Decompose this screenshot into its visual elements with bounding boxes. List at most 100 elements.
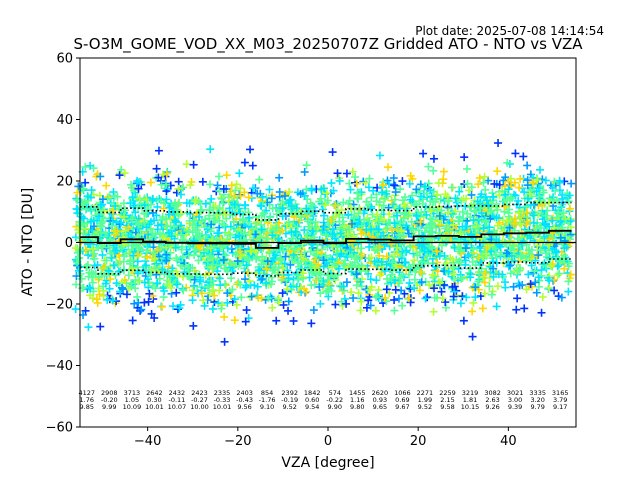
scatter-point bbox=[339, 259, 348, 268]
scatter-point bbox=[293, 275, 302, 284]
scatter-point bbox=[88, 278, 97, 287]
scatter-point bbox=[331, 300, 340, 309]
scatter-point bbox=[210, 291, 219, 300]
scatter-point bbox=[237, 293, 246, 302]
scatter-point bbox=[361, 178, 370, 187]
scatter-point bbox=[74, 182, 83, 191]
scatter-point bbox=[189, 160, 198, 169]
scatter-point bbox=[236, 209, 245, 218]
scatter-point bbox=[177, 221, 186, 230]
scatter-point bbox=[335, 176, 344, 185]
scatter-point bbox=[346, 245, 355, 254]
scatter-point bbox=[291, 227, 300, 236]
scatter-point bbox=[347, 252, 356, 261]
scatter-point bbox=[101, 228, 110, 237]
scatter-point bbox=[117, 218, 126, 227]
scatter-point bbox=[152, 164, 161, 173]
scatter-point bbox=[184, 263, 193, 272]
scatter-point bbox=[318, 205, 327, 214]
scatter-point bbox=[215, 286, 224, 295]
scatter-point bbox=[356, 277, 365, 286]
scatter-point bbox=[319, 256, 328, 265]
scatter-point bbox=[319, 211, 328, 220]
scatter-point bbox=[182, 160, 191, 169]
scatter-point bbox=[117, 205, 126, 214]
scatter-point bbox=[291, 200, 300, 209]
scatter-point bbox=[115, 171, 124, 180]
scatter-point bbox=[259, 209, 268, 218]
scatter-point bbox=[380, 215, 389, 224]
scatter-point bbox=[90, 249, 99, 258]
scatter-point bbox=[247, 292, 256, 301]
scatter-point bbox=[177, 245, 186, 254]
bin-std-label: 10.15 bbox=[461, 403, 480, 411]
scatter-point bbox=[113, 227, 122, 236]
scatter-point bbox=[292, 204, 301, 213]
scatter-point bbox=[309, 306, 318, 315]
scatter-point bbox=[190, 250, 199, 259]
scatter-point bbox=[118, 285, 127, 294]
scatter-point bbox=[162, 169, 171, 178]
bin-std-label: 9.54 bbox=[305, 403, 319, 411]
scatter-point bbox=[105, 284, 114, 293]
bin-std-label: 9.79 bbox=[530, 403, 544, 411]
scatter-point bbox=[196, 234, 205, 243]
scatter-point bbox=[128, 316, 137, 325]
scatter-point bbox=[164, 262, 173, 271]
scatter-point bbox=[133, 250, 142, 259]
scatter-point bbox=[241, 275, 250, 284]
scatter-point bbox=[211, 201, 220, 210]
scatter-point bbox=[87, 186, 96, 195]
scatter-point bbox=[133, 292, 142, 301]
scatter-point bbox=[174, 184, 183, 193]
scatter-point bbox=[81, 306, 90, 315]
scatter-point bbox=[330, 260, 339, 269]
scatter-point bbox=[302, 185, 311, 194]
scatter-point bbox=[224, 229, 233, 238]
scatter-point bbox=[107, 209, 116, 218]
scatter-point bbox=[347, 288, 356, 297]
scatter-point bbox=[77, 274, 86, 283]
scatter-point bbox=[150, 313, 159, 322]
scatter-point bbox=[153, 202, 162, 211]
scatter-point bbox=[158, 265, 167, 274]
scatter-point bbox=[248, 161, 257, 170]
scatter-point bbox=[216, 281, 225, 290]
scatter-point bbox=[220, 220, 229, 229]
scatter-point bbox=[145, 289, 154, 298]
scatter-point bbox=[348, 167, 357, 176]
scatter-point bbox=[120, 252, 129, 261]
scatter-point bbox=[227, 274, 236, 283]
scatter-point bbox=[231, 233, 240, 242]
scatter-point bbox=[142, 223, 151, 232]
scatter-point bbox=[329, 186, 338, 195]
bin-std-label: 10.07 bbox=[168, 403, 187, 411]
scatter-point bbox=[206, 180, 215, 189]
scatter-point bbox=[349, 294, 358, 303]
scatter-point bbox=[365, 285, 374, 294]
scatter-point bbox=[79, 214, 88, 223]
scatter-point bbox=[222, 171, 231, 180]
scatter-point bbox=[340, 261, 349, 270]
scatter-point bbox=[146, 225, 155, 234]
scatter-point bbox=[257, 202, 266, 211]
scatter-point bbox=[185, 216, 194, 225]
y-tick-label: −40 bbox=[46, 359, 73, 374]
scatter-point bbox=[354, 289, 363, 298]
scatter-point bbox=[155, 274, 164, 283]
scatter-point bbox=[79, 184, 88, 193]
scatter-point bbox=[404, 270, 413, 279]
scatter-point bbox=[122, 290, 131, 299]
x-tick-label: −40 bbox=[134, 434, 161, 449]
scatter-point bbox=[307, 184, 316, 193]
scatter-point bbox=[262, 279, 271, 288]
scatter-point bbox=[211, 217, 220, 226]
scatter-point bbox=[128, 215, 137, 224]
scatter-point bbox=[274, 219, 283, 228]
scatter-point bbox=[72, 194, 81, 203]
scatter-point bbox=[176, 230, 185, 239]
scatter-point bbox=[339, 282, 348, 291]
x-tick-label: 0 bbox=[324, 434, 332, 449]
scatter-point bbox=[81, 205, 90, 214]
bin-std-label: 9.80 bbox=[350, 403, 364, 411]
